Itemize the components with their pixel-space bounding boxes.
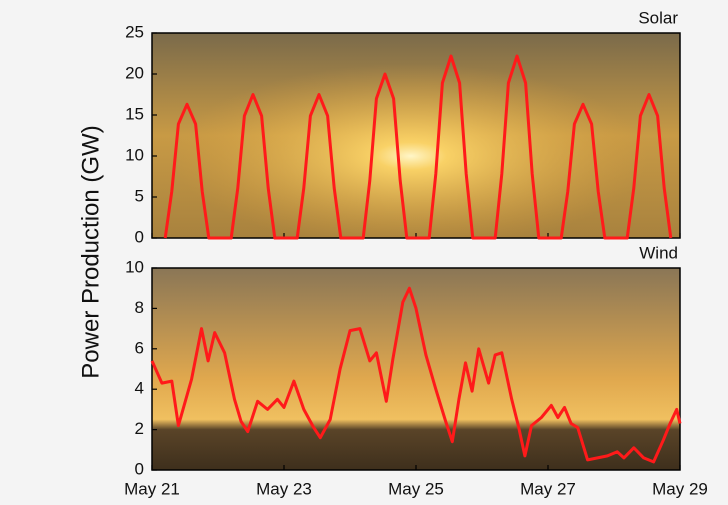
panel-label: Wind: [639, 243, 678, 262]
y-tick-label: 25: [125, 22, 144, 41]
y-tick-label: 6: [135, 338, 144, 357]
y-tick-label: 20: [125, 63, 144, 82]
panel-background: [152, 268, 680, 470]
y-tick-label: 10: [125, 257, 144, 276]
panel-label: Solar: [638, 8, 678, 27]
background: [152, 33, 680, 470]
y-tick-label: 5: [135, 186, 144, 205]
y-tick-label: 15: [125, 104, 144, 123]
y-tick-label: 10: [125, 145, 144, 164]
x-tick-label: May 23: [256, 479, 312, 498]
y-tick-label: 0: [135, 459, 144, 478]
x-tick-label: May 25: [388, 479, 444, 498]
x-tick-label: May 21: [124, 479, 180, 498]
y-tick-label: 0: [135, 227, 144, 246]
y-tick-label: 4: [135, 379, 144, 398]
y-tick-label: 8: [135, 298, 144, 317]
y-axis-label: Power Production (GW): [77, 125, 104, 378]
x-tick-label: May 29: [652, 479, 708, 498]
y-tick-label: 2: [135, 419, 144, 438]
chart: Power Production (GW) Solar0510152025Win…: [0, 0, 728, 505]
x-tick-label: May 27: [520, 479, 576, 498]
